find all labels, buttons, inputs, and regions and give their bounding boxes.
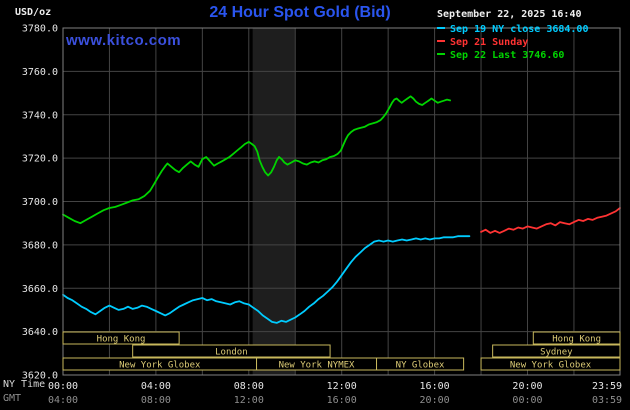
y-tick-label: 3760.0 — [22, 67, 58, 78]
legend-label: Sep 22 Last 3746.60 — [450, 50, 565, 61]
y-tick-label: 3720.0 — [22, 154, 58, 165]
session-label: NY Globex — [396, 361, 445, 371]
legend-label: Sep 19 NY close 3684.00 — [450, 24, 589, 35]
x-tick-label-ny: 16:00 — [420, 381, 450, 392]
session-box — [62, 331, 180, 345]
legend-item-sep22: Sep 22 Last 3746.60 — [437, 49, 588, 62]
chart-title: 24 Hour Spot Gold (Bid) — [209, 4, 391, 21]
chart-legend: Sep 19 NY close 3684.00 Sep 21 Sunday Se… — [437, 23, 588, 62]
market-session-boxes: Hong Kong Hong Kong London Sydney New York G… — [62, 331, 621, 371]
plot-frame — [62, 27, 621, 376]
session-box — [132, 344, 331, 358]
y-tick-label: 3740.0 — [22, 110, 58, 121]
session-label: London — [215, 348, 248, 358]
x-tick-label-gmt: 20:00 — [420, 395, 450, 406]
session-box — [480, 357, 621, 371]
session-label: Sydney — [540, 348, 573, 358]
series-line-sep-22-last — [62, 95, 452, 225]
x-tick-label-ny: 04:00 — [141, 381, 171, 392]
legend-dash-icon — [437, 27, 445, 29]
legend-label: Sep 21 Sunday — [450, 37, 529, 48]
legend-item-sep21: Sep 21 Sunday — [437, 36, 588, 49]
axis-tick-labels: 3620.0 3640.0 3660.0 3680.0 3700.0 3720.0 3740… — [22, 24, 622, 407]
x-tick-label-gmt: 04:00 — [48, 395, 78, 406]
x-tick-label-ny: 23:59 — [592, 381, 622, 392]
y-tick-label: 3700.0 — [22, 197, 58, 208]
x-tick-label-gmt: 03:59 — [592, 395, 622, 406]
x-tick-label-ny: 20:00 — [512, 381, 542, 392]
legend-dash-icon — [437, 40, 445, 42]
y-tick-label: 3680.0 — [22, 240, 58, 251]
gridlines — [63, 28, 620, 375]
session-label: New York Globex — [119, 361, 201, 371]
price-series — [62, 95, 621, 324]
x-tick-label-gmt: 12:00 — [234, 395, 264, 406]
x-tick-label-ny: 08:00 — [234, 381, 264, 392]
x-tick-label-gmt: 16:00 — [327, 395, 357, 406]
session-label: New York Globex — [510, 361, 592, 371]
series-line-sep-19-ny-close — [62, 235, 471, 324]
datetime-label: September 22, 2025 16:40 — [437, 9, 582, 20]
series-line-sep-21-sunday — [480, 207, 621, 234]
x-tick-label-gmt: 08:00 — [141, 395, 171, 406]
y-tick-label: 3780.0 — [22, 24, 58, 35]
session-box — [532, 331, 621, 345]
y-axis-units-label: USD/oz — [15, 7, 52, 18]
x-axis-gmt-label: GMT — [3, 393, 22, 404]
x-tick-label-ny: 12:00 — [327, 381, 357, 392]
y-tick-label: 3660.0 — [22, 284, 58, 295]
session-box — [492, 344, 621, 358]
session-box — [376, 357, 465, 371]
session-label: New York NYMEX — [279, 361, 355, 371]
kitco-watermark-link[interactable]: www.kitco.com — [66, 32, 182, 49]
x-axis-ny-time-label: NY Time — [3, 379, 46, 390]
legend-dash-icon — [437, 53, 445, 55]
y-tick-label: 3640.0 — [22, 327, 58, 338]
x-tick-label-gmt: 00:00 — [512, 395, 542, 406]
legend-item-sep19: Sep 19 NY close 3684.00 — [437, 23, 588, 36]
session-label: Hong Kong — [97, 335, 146, 345]
x-tick-label-ny: 00:00 — [48, 381, 78, 392]
y-tick-label: 3620.0 — [22, 371, 58, 382]
session-label: Hong Kong — [552, 335, 601, 345]
